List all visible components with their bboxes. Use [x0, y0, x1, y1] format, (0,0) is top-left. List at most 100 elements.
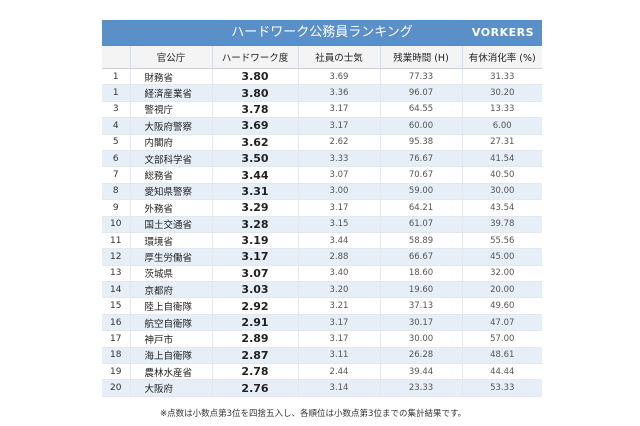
cell-morale: 3.17 [298, 101, 381, 119]
col-header-morale: 社員の士気 [298, 46, 381, 69]
cell-agency: 環境省 [130, 232, 213, 250]
table-row: 6 文部科学省 3.50 3.33 76.67 41.54 [102, 150, 542, 168]
table-row: 17 神戸市 2.89 3.17 30.00 57.00 [102, 330, 542, 348]
title-bar: ハードワーク公務員ランキング VORKERS [102, 20, 542, 46]
cell-leave: 20.00 [462, 281, 542, 299]
cell-overtime: 96.07 [380, 84, 463, 102]
cell-rank: 7 [102, 166, 131, 184]
cell-overtime: 64.21 [380, 199, 463, 217]
cell-score: 3.19 [212, 232, 299, 250]
cell-agency: 警視庁 [130, 101, 213, 119]
cell-rank: 20 [102, 379, 131, 397]
cell-rank: 1 [102, 84, 131, 102]
table-row: 5 内閣府 3.62 2.62 95.38 27.31 [102, 134, 542, 151]
cell-score: 2.89 [212, 330, 299, 348]
cell-morale: 3.21 [298, 297, 381, 315]
cell-overtime: 66.67 [380, 248, 463, 266]
table-row: 8 愛知県警察 3.31 3.00 59.00 30.00 [102, 183, 542, 201]
cell-agency: 総務省 [130, 166, 213, 184]
cell-rank: 17 [102, 330, 131, 348]
col-header-hardwork: ハードワーク度 [212, 46, 299, 69]
cell-agency: 厚生労働省 [130, 248, 213, 266]
cell-morale: 3.36 [298, 84, 381, 102]
cell-rank: 18 [102, 347, 131, 365]
cell-leave: 57.00 [462, 330, 542, 348]
cell-morale: 2.88 [298, 248, 381, 266]
cell-morale: 3.11 [298, 347, 381, 365]
cell-morale: 2.62 [298, 134, 381, 151]
cell-leave: 27.31 [462, 134, 542, 151]
cell-leave: 47.07 [462, 314, 542, 332]
cell-leave: 45.00 [462, 248, 542, 266]
cell-agency: 農林水産省 [130, 363, 213, 381]
cell-rank: 3 [102, 101, 131, 119]
footnote: ※点数は小数点第3位を四捨五入し、各順位は小数点第3位までの集計結果です。 [160, 409, 467, 419]
cell-score: 3.29 [212, 199, 299, 217]
cell-morale: 3.17 [298, 117, 381, 135]
cell-agency: 財務省 [130, 68, 213, 86]
cell-morale: 3.14 [298, 379, 381, 397]
cell-agency: 陸上自衛隊 [130, 297, 213, 315]
cell-agency: 茨城県 [130, 265, 213, 283]
cell-overtime: 70.67 [380, 166, 463, 184]
col-header-overtime: 残業時間 (H) [380, 46, 463, 69]
cell-score: 3.31 [212, 183, 299, 201]
cell-agency: 京都府 [130, 281, 213, 299]
cell-rank: 12 [102, 248, 131, 266]
cell-overtime: 30.00 [380, 330, 463, 348]
cell-morale: 3.15 [298, 216, 381, 233]
col-header-agency: 官公庁 [130, 46, 213, 69]
cell-score: 3.62 [212, 134, 299, 151]
cell-rank: 9 [102, 199, 131, 217]
table-row: 7 総務省 3.44 3.07 70.67 40.50 [102, 166, 542, 184]
cell-agency: 航空自衛隊 [130, 314, 213, 332]
cell-morale: 3.40 [298, 265, 381, 283]
table-row: 11 環境省 3.19 3.44 58.89 55.56 [102, 232, 542, 250]
table-row: 20 大阪府 2.76 3.14 23.33 53.33 [102, 379, 542, 397]
cell-morale: 3.17 [298, 330, 381, 348]
cell-overtime: 61.07 [380, 216, 463, 233]
cell-score: 2.87 [212, 347, 299, 365]
cell-morale: 3.07 [298, 166, 381, 184]
cell-score: 3.03 [212, 281, 299, 299]
cell-overtime: 30.17 [380, 314, 463, 332]
table-row: 13 茨城県 3.07 3.40 18.60 32.00 [102, 265, 542, 283]
cell-overtime: 59.00 [380, 183, 463, 201]
cell-overtime: 26.28 [380, 347, 463, 365]
table-row: 19 農林水産省 2.78 2.44 39.44 44.44 [102, 363, 542, 381]
cell-agency: 愛知県警察 [130, 183, 213, 201]
cell-score: 3.80 [212, 68, 299, 86]
cell-leave: 30.00 [462, 183, 542, 201]
cell-leave: 41.54 [462, 150, 542, 168]
cell-leave: 48.61 [462, 347, 542, 365]
cell-morale: 2.44 [298, 363, 381, 381]
cell-leave: 39.78 [462, 216, 542, 233]
cell-morale: 3.00 [298, 183, 381, 201]
col-header-rank [102, 46, 131, 69]
cell-score: 3.17 [212, 248, 299, 266]
cell-overtime: 23.33 [380, 379, 463, 397]
cell-rank: 1 [102, 68, 131, 86]
cell-leave: 55.56 [462, 232, 542, 250]
cell-leave: 13.33 [462, 101, 542, 119]
table-row: 3 警視庁 3.78 3.17 64.55 13.33 [102, 101, 542, 119]
table-row: 16 航空自衛隊 2.91 3.17 30.17 47.07 [102, 314, 542, 332]
cell-score: 3.44 [212, 166, 299, 184]
cell-leave: 32.00 [462, 265, 542, 283]
cell-overtime: 64.55 [380, 101, 463, 119]
cell-score: 2.91 [212, 314, 299, 332]
cell-rank: 10 [102, 216, 131, 233]
ranking-table-panel: ハードワーク公務員ランキング VORKERS 官公庁 ハードワーク度 社員の士気… [102, 20, 542, 397]
cell-morale: 3.20 [298, 281, 381, 299]
cell-agency: 海上自衛隊 [130, 347, 213, 365]
cell-morale: 3.17 [298, 199, 381, 217]
header-row: 官公庁 ハードワーク度 社員の士気 残業時間 (H) 有休消化率 (%) [102, 46, 542, 69]
cell-score: 3.69 [212, 117, 299, 135]
table-row: 12 厚生労働省 3.17 2.88 66.67 45.00 [102, 248, 542, 266]
cell-overtime: 18.60 [380, 265, 463, 283]
cell-rank: 14 [102, 281, 131, 299]
table-row: 1 経済産業省 3.80 3.36 96.07 30.20 [102, 84, 542, 102]
col-header-leave: 有休消化率 (%) [462, 46, 542, 69]
cell-agency: 大阪府 [130, 379, 213, 397]
cell-rank: 5 [102, 134, 131, 151]
